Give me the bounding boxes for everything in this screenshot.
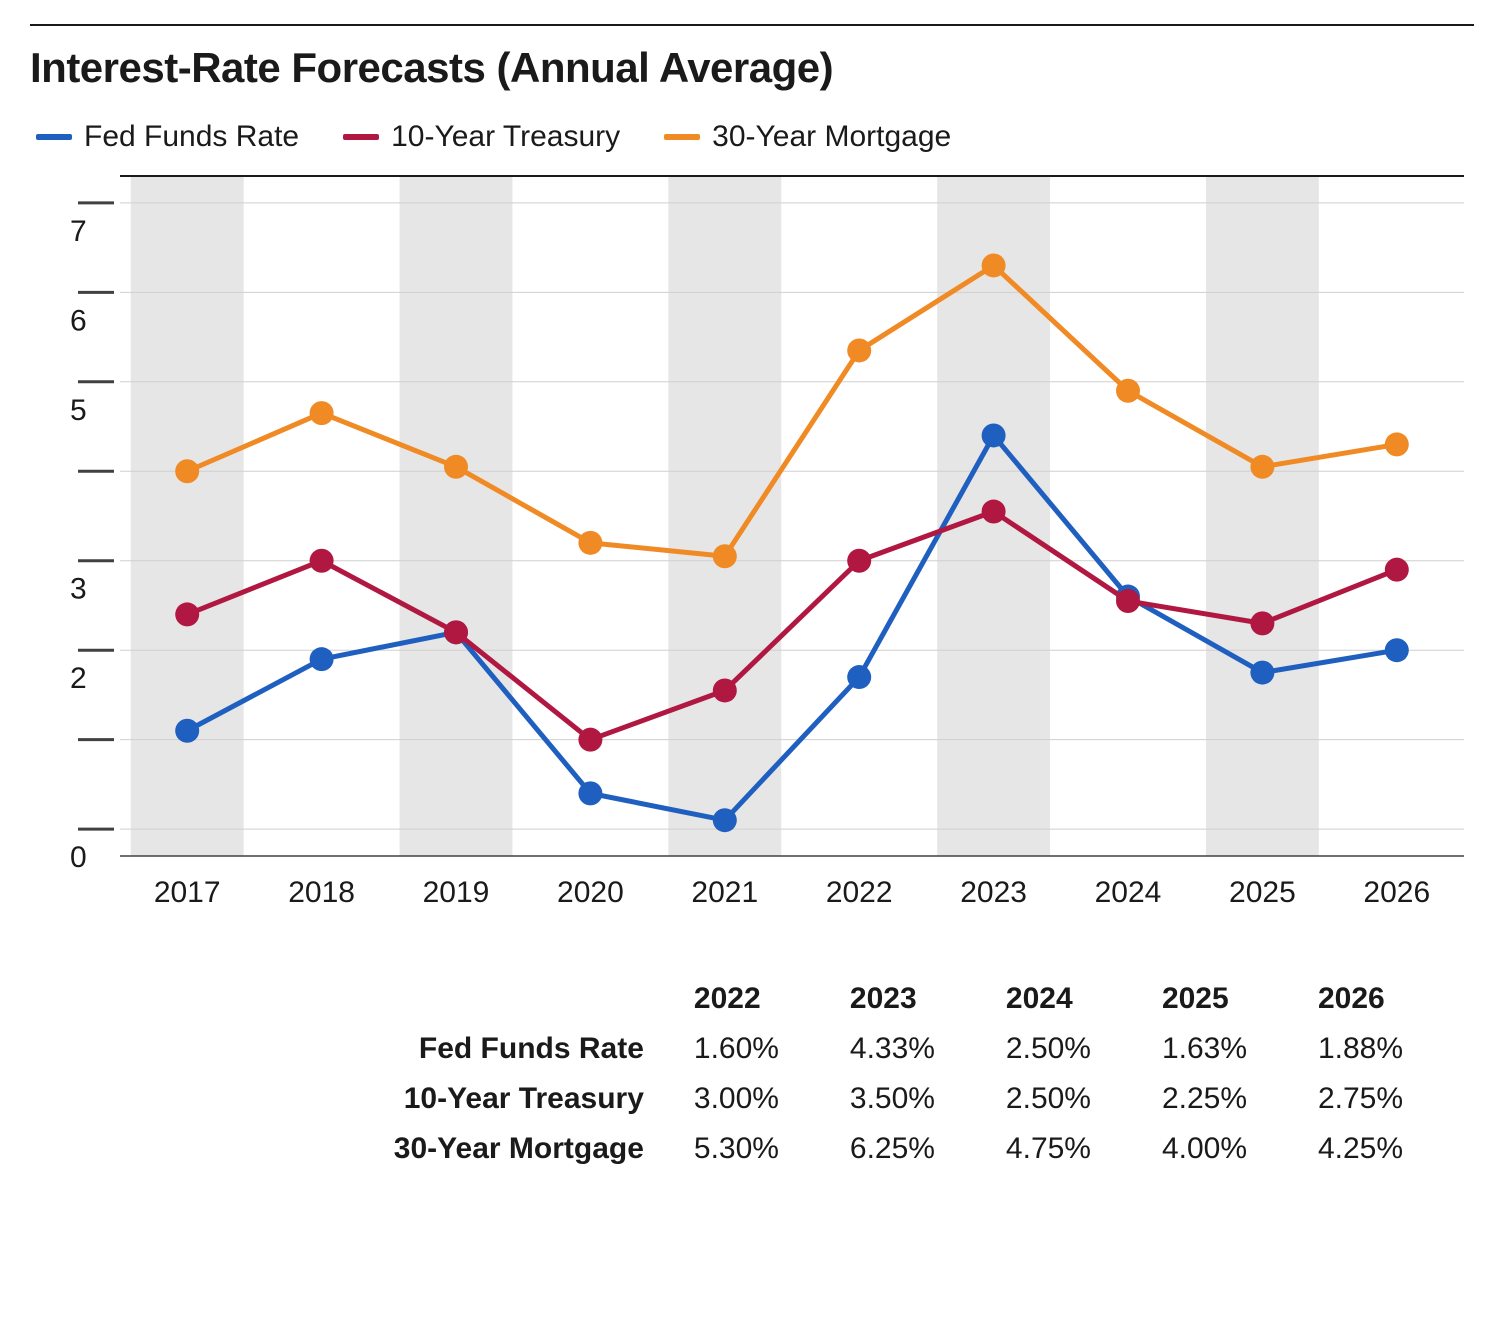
table-cell: 1.63%: [1162, 1024, 1318, 1074]
series-marker: [982, 500, 1006, 524]
table-row: 10-Year Treasury3.00%3.50%2.50%2.25%2.75…: [370, 1074, 1474, 1124]
line-chart: 0 2 3 5 6 7 2017 2018 2019 2020 2021 2022 2023 2024 20…: [30, 166, 1474, 926]
legend-swatch: [36, 134, 72, 140]
chart-band: [131, 176, 244, 856]
y-tick-label: 0: [70, 841, 87, 874]
series-marker: [175, 602, 199, 626]
series-marker: [578, 728, 602, 752]
x-tick-label: 2025: [1229, 876, 1296, 909]
series-marker: [847, 665, 871, 689]
table-cell: 5.30%: [694, 1124, 850, 1174]
series-marker: [310, 647, 334, 671]
series-marker: [1250, 611, 1274, 635]
series-marker: [444, 620, 468, 644]
y-tick-label: 6: [70, 304, 87, 337]
table-col-header: 2026: [1318, 974, 1474, 1024]
table-cell: 6.25%: [850, 1124, 1006, 1174]
table-cell: 3.50%: [850, 1074, 1006, 1124]
series-marker: [310, 401, 334, 425]
series-marker: [847, 338, 871, 362]
series-marker: [1250, 455, 1274, 479]
legend-item: 10-Year Treasury: [343, 120, 620, 154]
table-row-header: Fed Funds Rate: [370, 1024, 694, 1074]
table-cell: 2.50%: [1006, 1024, 1162, 1074]
table-cell: 2.50%: [1006, 1074, 1162, 1124]
table-cell: 4.33%: [850, 1024, 1006, 1074]
y-tick-label: 2: [70, 662, 87, 695]
table-cell: 1.60%: [694, 1024, 850, 1074]
table-corner: [370, 974, 694, 1024]
table-row: 30-Year Mortgage5.30%6.25%4.75%4.00%4.25…: [370, 1124, 1474, 1174]
x-tick-label: 2020: [557, 876, 624, 909]
x-tick-label: 2019: [423, 876, 490, 909]
series-marker: [713, 808, 737, 832]
series-marker: [982, 253, 1006, 277]
series-marker: [1385, 558, 1409, 582]
y-tick-label: 3: [70, 573, 87, 606]
table-cell: 3.00%: [694, 1074, 850, 1124]
chart-band: [400, 176, 513, 856]
series-marker: [1116, 589, 1140, 613]
legend-swatch: [664, 134, 700, 140]
x-tick-label: 2017: [154, 876, 221, 909]
series-marker: [578, 781, 602, 805]
series-marker: [713, 678, 737, 702]
x-tick-label: 2021: [691, 876, 758, 909]
table-cell: 4.25%: [1318, 1124, 1474, 1174]
series-marker: [1250, 661, 1274, 685]
table-col-header: 2024: [1006, 974, 1162, 1024]
series-marker: [310, 549, 334, 573]
legend-item: Fed Funds Rate: [36, 120, 299, 154]
chart-band: [1206, 176, 1319, 856]
x-tick-label: 2018: [288, 876, 355, 909]
table-cell: 4.75%: [1006, 1124, 1162, 1174]
table-cell: 1.88%: [1318, 1024, 1474, 1074]
table-col-header: 2022: [694, 974, 850, 1024]
table-cell: 2.25%: [1162, 1074, 1318, 1124]
legend-label: Fed Funds Rate: [84, 120, 299, 154]
y-tick-label: 5: [70, 394, 87, 427]
legend-label: 10-Year Treasury: [391, 120, 620, 154]
series-marker: [175, 719, 199, 743]
series-marker: [1116, 379, 1140, 403]
x-tick-label: 2022: [826, 876, 893, 909]
series-marker: [982, 423, 1006, 447]
series-marker: [847, 549, 871, 573]
series-marker: [175, 459, 199, 483]
series-marker: [578, 531, 602, 555]
table-cell: 4.00%: [1162, 1124, 1318, 1174]
table-row: Fed Funds Rate1.60%4.33%2.50%1.63%1.88%: [370, 1024, 1474, 1074]
table-col-header: 2023: [850, 974, 1006, 1024]
x-tick-label: 2023: [960, 876, 1027, 909]
x-tick-label: 2024: [1095, 876, 1162, 909]
top-rule: [30, 24, 1474, 26]
series-marker: [1385, 432, 1409, 456]
legend-label: 30-Year Mortgage: [712, 120, 951, 154]
y-tick-label: 7: [70, 215, 87, 248]
table-row-header: 10-Year Treasury: [370, 1074, 694, 1124]
chart-title: Interest-Rate Forecasts (Annual Average): [30, 44, 1474, 92]
table-row-header: 30-Year Mortgage: [370, 1124, 694, 1174]
series-marker: [444, 455, 468, 479]
legend: Fed Funds Rate 10-Year Treasury 30-Year Mo…: [36, 120, 1474, 154]
chart-band: [668, 176, 781, 856]
table-cell: 2.75%: [1318, 1074, 1474, 1124]
x-tick-label: 2026: [1363, 876, 1430, 909]
forecast-table: 20222023202420252026Fed Funds Rate1.60%4…: [370, 974, 1474, 1174]
legend-swatch: [343, 134, 379, 140]
legend-item: 30-Year Mortgage: [664, 120, 951, 154]
series-marker: [713, 544, 737, 568]
table-col-header: 2025: [1162, 974, 1318, 1024]
series-marker: [1385, 638, 1409, 662]
